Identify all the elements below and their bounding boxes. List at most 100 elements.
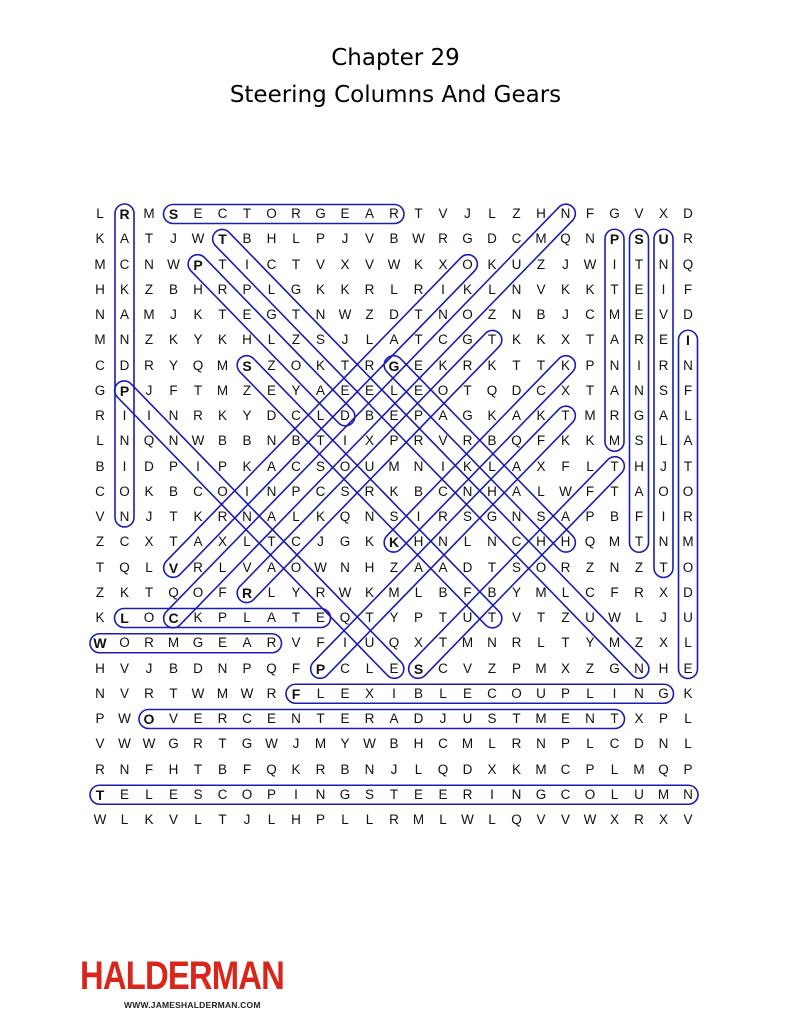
grid-letter: V xyxy=(438,206,448,221)
grid-letter: V xyxy=(315,256,325,272)
grid-letter: D xyxy=(683,307,693,322)
grid-letter: T xyxy=(95,559,105,575)
grid-letter: P xyxy=(119,382,130,399)
grid-letter: B xyxy=(217,433,227,449)
grid-letter: E xyxy=(340,206,350,221)
grid-letter: G xyxy=(192,635,204,651)
grid-letter: T xyxy=(585,382,595,398)
grid-letter: H xyxy=(291,812,301,827)
grid-letter: K xyxy=(487,256,497,272)
grid-letter: S xyxy=(168,206,179,222)
grid-letter: L xyxy=(120,812,129,827)
grid-letter: I xyxy=(122,408,127,423)
found-word-oval xyxy=(383,354,577,553)
grid-letter: E xyxy=(266,711,276,726)
found-word-oval xyxy=(653,228,674,579)
grid-letter: N xyxy=(266,433,277,449)
grid-letter: M xyxy=(94,332,106,348)
grid-letter: E xyxy=(340,711,350,726)
grid-letter: N xyxy=(291,711,301,726)
grid-letter: R xyxy=(291,206,301,221)
grid-letter: Q xyxy=(511,812,522,827)
grid-letter: W xyxy=(142,736,156,752)
found-word-oval xyxy=(383,354,577,553)
grid-letter: T xyxy=(414,307,423,322)
grid-letter: O xyxy=(682,483,694,499)
grid-letter: C xyxy=(536,382,546,398)
grid-letter: K xyxy=(119,584,129,600)
grid-letter: R xyxy=(315,584,326,600)
grid-letter: B xyxy=(95,458,105,474)
grid-letter: W xyxy=(583,256,597,272)
grid-letter: T xyxy=(536,610,546,625)
grid-letter: N xyxy=(119,509,130,524)
grid-letter: C xyxy=(487,685,497,701)
grid-letter: Q xyxy=(388,635,400,651)
grid-letter: R xyxy=(511,736,522,752)
grid-letter: I xyxy=(416,509,421,524)
grid-letter: L xyxy=(463,534,472,550)
grid-letter: E xyxy=(193,711,203,726)
grid-letter: R xyxy=(560,559,571,575)
grid-letter: M xyxy=(143,307,155,322)
grid-letter: T xyxy=(95,786,105,803)
grid-letter: T xyxy=(683,458,693,474)
grid-letter: L xyxy=(390,281,398,297)
grid-letter: F xyxy=(291,660,301,676)
grid-letter: O xyxy=(217,483,228,499)
grid-letter: Q xyxy=(339,610,351,625)
found-word-oval xyxy=(236,354,503,629)
grid-letter: K xyxy=(315,357,325,373)
grid-letter: L xyxy=(414,761,423,777)
grid-letter: X xyxy=(438,256,448,272)
grid-letter: W xyxy=(461,812,474,827)
grid-letter: P xyxy=(560,736,570,752)
halderman-logo: HALDERMAN WWW.JAMESHALDERMAN.COM xyxy=(80,956,300,1016)
grid-letter: W xyxy=(314,559,327,575)
grid-letter: I xyxy=(245,256,249,272)
grid-letter: N xyxy=(315,786,326,802)
grid-letter: T xyxy=(242,206,252,221)
grid-letter: K xyxy=(95,610,105,625)
grid-letter: R xyxy=(413,281,424,297)
grid-letter: B xyxy=(487,584,497,600)
grid-letter: P xyxy=(242,660,252,676)
grid-letter: C xyxy=(609,736,620,752)
grid-letter: A xyxy=(389,332,399,348)
grid-letter: O xyxy=(241,786,253,802)
grid-letter: S xyxy=(315,332,325,348)
grid-letter: T xyxy=(169,509,178,524)
grid-letter: B xyxy=(168,483,178,499)
grid-letter: Q xyxy=(339,509,351,524)
grid-letter: T xyxy=(218,231,227,248)
found-word-oval xyxy=(604,228,625,453)
grid-letter: N xyxy=(487,635,497,651)
grid-letter: L xyxy=(292,509,300,524)
grid-letter: S xyxy=(658,382,668,398)
grid-letter: C xyxy=(511,231,522,247)
grid-letter: S xyxy=(340,483,350,499)
grid-letter: O xyxy=(119,483,130,499)
grid-letter: E xyxy=(266,382,276,398)
grid-letter: G xyxy=(535,786,547,802)
grid-letter: N xyxy=(658,736,669,752)
grid-letter: J xyxy=(292,736,300,752)
grid-letter: P xyxy=(511,660,521,676)
grid-letter: M xyxy=(167,635,180,651)
grid-letter: N xyxy=(609,357,620,373)
grid-letter: T xyxy=(487,332,497,348)
grid-letter: W xyxy=(93,812,107,827)
grid-letter: A xyxy=(266,610,276,625)
grid-letter: C xyxy=(511,534,522,550)
grid-letter: L xyxy=(267,281,276,297)
grid-letter: A xyxy=(634,483,644,499)
grid-letter: R xyxy=(193,559,203,575)
grid-letter: Z xyxy=(144,281,154,297)
grid-letter: T xyxy=(218,307,227,322)
grid-letter: E xyxy=(413,786,423,802)
grid-letter: S xyxy=(511,559,521,575)
grid-letter: T xyxy=(634,534,644,550)
grid-letter: P xyxy=(193,256,203,273)
grid-letter: R xyxy=(217,509,228,524)
found-word-oval xyxy=(89,632,283,654)
